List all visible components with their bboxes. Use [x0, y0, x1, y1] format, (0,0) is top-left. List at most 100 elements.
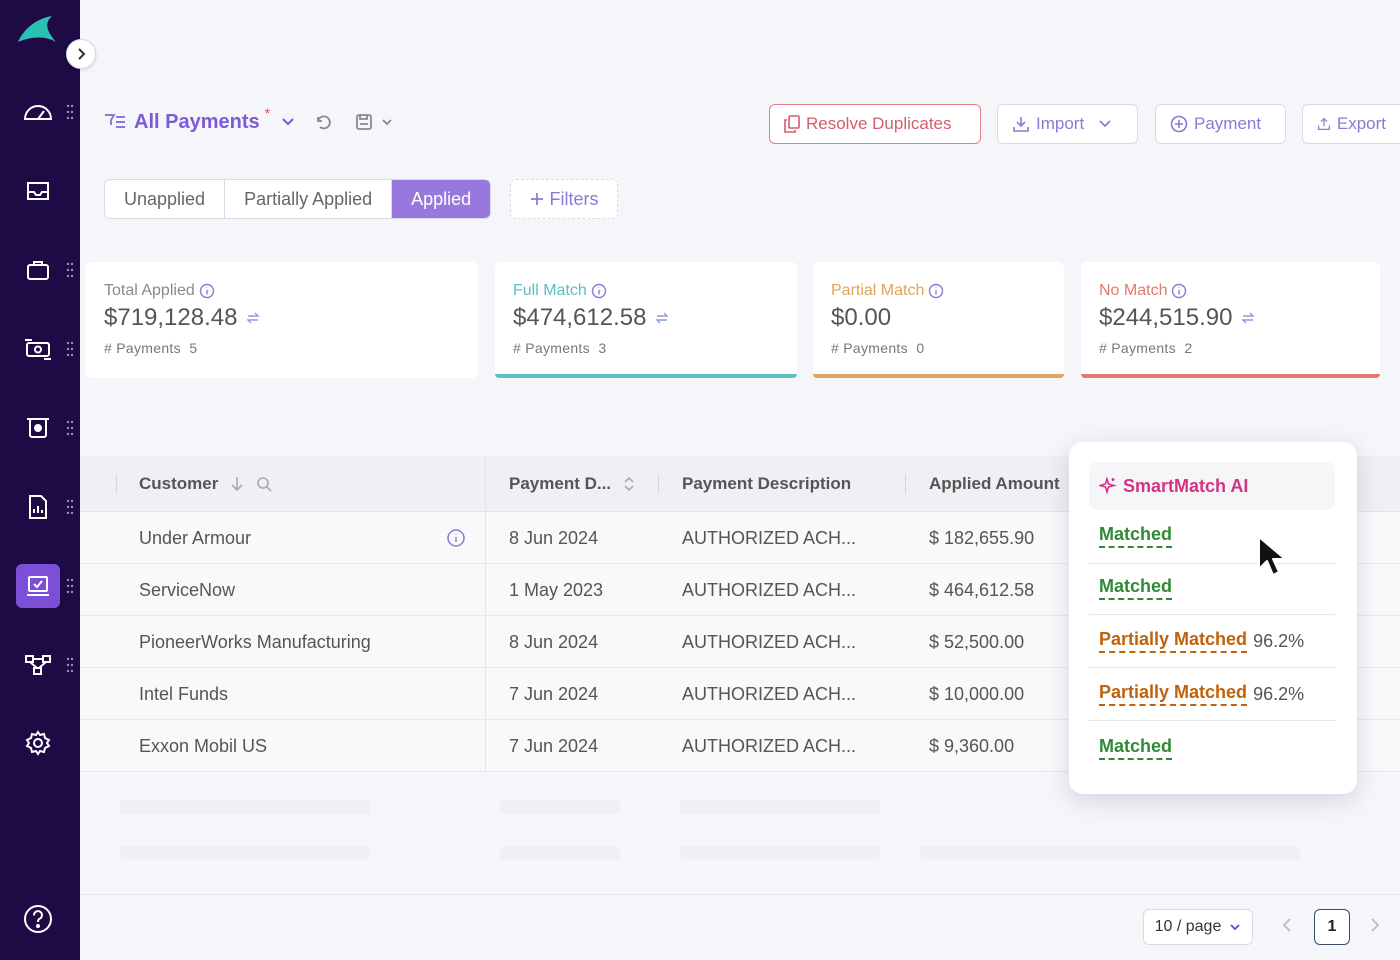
card-amount: $474,612.58 — [513, 304, 647, 331]
column-divider — [485, 668, 486, 719]
drag-handle-icon[interactable] — [66, 420, 74, 436]
match-status[interactable]: Matched — [1099, 510, 1334, 562]
import-button[interactable]: Import — [997, 104, 1138, 144]
column-header-payment-date[interactable]: Payment D... — [509, 456, 635, 512]
add-payment-button[interactable]: Payment — [1155, 104, 1286, 144]
add-filters-button[interactable]: Filters — [510, 179, 618, 219]
column-header-customer[interactable]: Customer — [139, 456, 272, 512]
save-icon[interactable] — [355, 113, 373, 131]
match-status[interactable]: Partially Matched 96.2% — [1099, 615, 1334, 667]
summary-card-partial-match[interactable]: Partial Match $0.00 # Payments 0 — [813, 262, 1064, 378]
amount-cell: $ 182,655.90 — [929, 528, 1035, 548]
count-label: # Payments — [831, 340, 908, 356]
match-status[interactable]: Partially Matched 96.2% — [1099, 668, 1334, 720]
filters-label: Filters — [549, 188, 599, 209]
info-icon[interactable] — [1171, 283, 1187, 299]
nav-portfolio[interactable] — [16, 248, 60, 292]
match-status-label: Matched — [1099, 736, 1173, 760]
nav-settings[interactable] — [16, 721, 60, 765]
card-title: No Match — [1099, 282, 1168, 299]
summary-card-full-match[interactable]: Full Match $474,612.58 # Payments 3 — [495, 262, 797, 378]
tab-unapplied[interactable]: Unapplied — [105, 180, 226, 218]
copy-icon — [784, 115, 800, 133]
divider — [1089, 614, 1335, 615]
match-status-label: Partially Matched — [1099, 629, 1248, 653]
drag-handle-icon[interactable] — [66, 341, 74, 357]
drag-handle-icon[interactable] — [66, 657, 74, 673]
chevron-down-icon[interactable] — [281, 117, 295, 127]
nav-reports[interactable] — [16, 485, 60, 529]
summary-card-total-applied[interactable]: Total Applied $719,128.48 # Payments 5 — [86, 262, 478, 378]
description-cell: AUTHORIZED ACH... — [682, 528, 857, 548]
count-label: # Payments — [513, 340, 590, 356]
help-icon[interactable] — [22, 903, 54, 935]
card-count: # Payments 3 — [513, 340, 797, 356]
info-icon[interactable] — [199, 283, 215, 299]
match-status[interactable]: Matched — [1099, 562, 1334, 614]
sidebar-collapse-button[interactable] — [66, 39, 96, 69]
customer-cell: Intel Funds — [139, 684, 229, 704]
chevron-left-icon[interactable] — [1282, 917, 1292, 933]
swap-icon[interactable] — [1242, 312, 1255, 324]
info-icon[interactable] — [446, 528, 466, 548]
page-size-select[interactable]: 10 / page — [1143, 909, 1253, 945]
description-cell: AUTHORIZED ACH... — [682, 580, 857, 600]
resolve-duplicates-label: Resolve Duplicates — [806, 114, 952, 133]
drag-handle-icon[interactable] — [66, 578, 74, 594]
current-page-button[interactable]: 1 — [1314, 909, 1350, 945]
sparkle-icon — [1099, 477, 1117, 495]
count-label: # Payments — [1099, 340, 1176, 356]
payment-label: Payment — [1194, 114, 1262, 133]
placeholder-row — [920, 846, 1300, 860]
card-amount-row: $719,128.48 — [104, 304, 478, 332]
info-icon[interactable] — [591, 283, 607, 299]
card-amount: $0.00 — [831, 304, 892, 331]
payment-date-cell: 1 May 2023 — [509, 580, 604, 600]
count-value: 0 — [916, 340, 925, 356]
column-header-applied-amount[interactable]: Applied Amount — [929, 474, 1060, 493]
nav-cash-application[interactable] — [16, 564, 60, 608]
placeholder-row — [120, 800, 370, 814]
match-status-label: Matched — [1099, 524, 1173, 548]
drag-handle-icon[interactable] — [66, 104, 74, 120]
export-icon — [1317, 117, 1330, 131]
info-icon[interactable] — [928, 283, 944, 299]
search-icon[interactable] — [256, 476, 272, 492]
sort-descending-icon[interactable] — [230, 476, 244, 492]
resolve-duplicates-button[interactable]: Resolve Duplicates — [769, 104, 981, 144]
match-status-label: Matched — [1099, 576, 1173, 600]
drag-handle-icon[interactable] — [66, 262, 74, 278]
column-separator — [905, 474, 906, 494]
match-percent: 96.2% — [1253, 630, 1305, 651]
summary-card-no-match[interactable]: No Match $244,515.90 # Payments 2 — [1081, 262, 1380, 378]
card-amount-row: $474,612.58 — [513, 304, 797, 332]
nav-workflow[interactable] — [16, 643, 60, 687]
view-selector[interactable]: All Payments * — [104, 105, 393, 138]
nav-cash-exchange[interactable] — [16, 327, 60, 371]
swap-icon[interactable] — [656, 312, 669, 324]
mouse-cursor-icon — [1258, 536, 1286, 576]
tab-applied[interactable]: Applied — [392, 180, 491, 218]
card-title: Full Match — [513, 282, 587, 299]
report-document-icon — [29, 495, 47, 519]
card-accent-bar — [495, 374, 797, 378]
drag-handle-icon[interactable] — [66, 499, 74, 515]
payment-date-cell: 8 Jun 2024 — [509, 632, 599, 652]
column-header-description[interactable]: Payment Description — [682, 474, 852, 493]
chevron-right-icon[interactable] — [1370, 917, 1380, 933]
nav-payments-terminal[interactable] — [16, 406, 60, 450]
nav-inbox[interactable] — [16, 169, 60, 213]
plus-icon — [530, 193, 543, 205]
undo-icon[interactable] — [313, 112, 333, 132]
count-label: # Payments — [104, 340, 181, 356]
sort-icon[interactable] — [623, 476, 635, 492]
tab-partially-applied[interactable]: Partially Applied — [225, 180, 393, 218]
placeholder-row — [680, 846, 880, 860]
match-status[interactable]: Matched — [1099, 722, 1334, 774]
swap-icon[interactable] — [247, 312, 260, 324]
chevron-down-icon[interactable] — [381, 118, 393, 126]
nav-dashboard[interactable] — [16, 90, 60, 134]
card-label: Partial Match — [831, 282, 1064, 300]
export-button[interactable]: Export — [1302, 104, 1400, 144]
export-label: Export — [1336, 114, 1386, 133]
